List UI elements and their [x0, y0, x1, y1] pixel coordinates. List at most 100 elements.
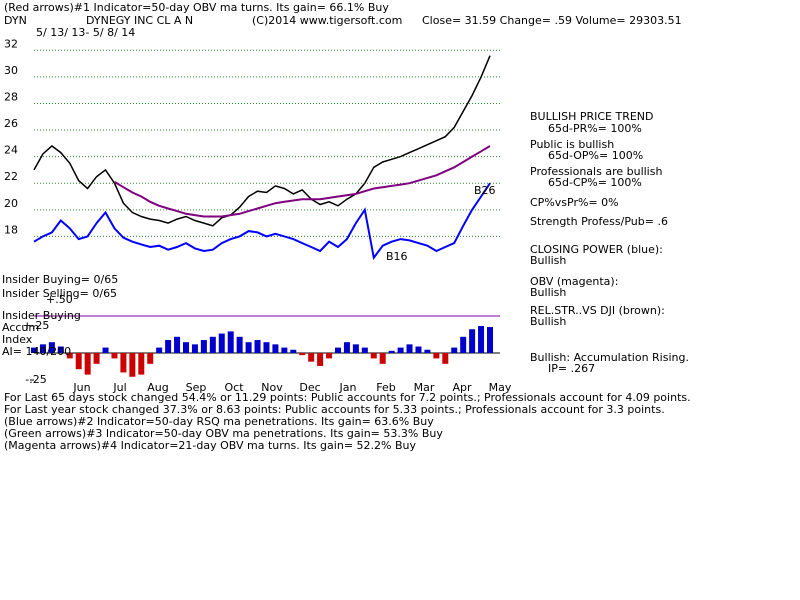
accum-bar	[48, 342, 55, 353]
side-note: REL.STR..VS DJI (brown):	[530, 304, 665, 317]
accum-bar	[469, 329, 476, 353]
side-note: BULLISH PRICE TREND	[530, 110, 654, 123]
accum-bar	[218, 333, 225, 353]
panel-label: Accum	[2, 321, 39, 334]
side-note: CP%vsPr%= 0%	[530, 196, 619, 209]
x-tick-label: Aug	[147, 381, 168, 394]
annotation: B26	[474, 184, 496, 197]
y-tick-label: 26	[4, 117, 18, 130]
x-tick-label: Oct	[224, 381, 244, 394]
accum-bar	[120, 353, 127, 373]
copyright: (C)2014 www.tigersoft.com	[252, 14, 402, 27]
accum-bar	[388, 350, 395, 353]
accum-bar	[75, 353, 82, 370]
accum-bar	[147, 353, 154, 364]
side-note: Bullish	[530, 254, 566, 267]
x-tick-label: Jul	[112, 381, 126, 394]
accum-bar	[370, 353, 377, 359]
ticker: DYN	[4, 14, 27, 27]
accum-bar	[343, 342, 350, 353]
x-tick-label: Dec	[299, 381, 320, 394]
y-tick-label: 24	[4, 144, 18, 157]
side-note: Bullish: Accumulation Rising.	[530, 351, 689, 364]
panel-label: AI= 140/200	[2, 345, 71, 358]
accum-bar	[397, 347, 404, 353]
y-tick-label: +.25	[23, 319, 50, 332]
accum-bar	[406, 344, 413, 353]
side-note: 65d-CP%= 100%	[548, 176, 642, 189]
accum-bar	[335, 347, 341, 353]
x-tick-label: Feb	[376, 381, 395, 394]
accum-bar	[111, 353, 118, 359]
accum-bar	[433, 353, 440, 359]
accum-bar	[442, 353, 449, 364]
x-tick-label: Jun	[72, 381, 90, 394]
panel-label: +.50	[46, 293, 73, 306]
series-line	[33, 182, 491, 261]
accum-bar	[460, 336, 467, 353]
y-tick-label: 22	[4, 170, 18, 183]
accum-bar	[191, 344, 198, 353]
panel-label: Insider Selling= 0/65	[2, 287, 117, 300]
accum-bar	[183, 342, 189, 353]
x-tick-label: May	[489, 381, 512, 394]
x-tick-label: Mar	[414, 381, 435, 394]
accum-bar	[281, 347, 288, 353]
side-note: Bullish	[530, 286, 566, 299]
accum-bar	[138, 353, 145, 375]
accum-bar	[415, 346, 422, 353]
accum-bar	[424, 349, 431, 353]
side-note: 65d-PR%= 100%	[548, 122, 642, 135]
y-tick-label: -.25	[25, 373, 46, 386]
footer-line: For Last 65 days stock changed 54.4% or …	[4, 391, 691, 404]
accum-bar	[254, 340, 261, 353]
date-range: 5/ 13/ 13- 5/ 8/ 14	[36, 26, 135, 39]
accum-bar	[308, 353, 315, 362]
accum-bar	[57, 346, 64, 353]
x-tick-label: Apr	[452, 381, 472, 394]
accum-bar	[487, 327, 493, 353]
footer-line: (Green arrows)#3 Indicator=50-day OBV ma…	[4, 427, 443, 440]
side-note: Bullish	[530, 315, 566, 328]
accum-bar	[227, 331, 234, 353]
panel-label: Insider Buying= 0/65	[2, 273, 118, 286]
series-line	[33, 55, 491, 227]
footer-line: For Last year stock changed 37.3% or 8.6…	[4, 403, 665, 416]
accum-bar	[361, 347, 368, 353]
side-note: IP= .267	[548, 362, 595, 375]
quote: Close= 31.59 Change= .59 Volume= 29303.5…	[422, 14, 682, 27]
annotation: B16	[386, 250, 408, 263]
side-note: Professionals are bullish	[530, 165, 662, 178]
y-tick-label: 30	[4, 64, 18, 77]
y-tick-label: 20	[4, 197, 18, 210]
accum-bar	[245, 342, 252, 353]
accum-bar	[478, 326, 485, 353]
accum-bar	[272, 344, 279, 353]
accum-bar	[299, 353, 306, 356]
panel-label: Index	[2, 333, 33, 346]
accum-bar	[290, 349, 297, 353]
accum-bar	[352, 344, 359, 353]
y-tick-label: 18	[4, 223, 18, 236]
y-tick-label: 28	[4, 90, 18, 103]
accum-bar	[66, 353, 73, 359]
accum-bar	[200, 340, 207, 353]
side-note: Public is bullish	[530, 138, 614, 151]
side-note: 65d-OP%= 100%	[548, 149, 643, 162]
x-tick-label: Nov	[261, 381, 283, 394]
side-note: Strength Profess/Pub= .6	[530, 215, 668, 228]
accum-bar	[165, 340, 172, 353]
x-tick-label: Sep	[186, 381, 207, 394]
side-note: OBV (magenta):	[530, 275, 618, 288]
footer-line: (Blue arrows)#2 Indicator=50-day RSQ ma …	[4, 415, 434, 428]
side-note: CLOSING POWER (blue):	[530, 243, 663, 256]
accum-bar	[263, 342, 270, 353]
x-tick-label: Jan	[339, 381, 357, 394]
company: DYNEGY INC CL A N	[86, 14, 193, 27]
accum-bar	[174, 336, 181, 353]
accum-bar	[236, 336, 243, 353]
y-tick-label: 32	[4, 37, 18, 50]
accum-bar	[379, 353, 386, 364]
footer-line: (Magenta arrows)#4 Indicator=21-day OBV …	[4, 439, 416, 452]
